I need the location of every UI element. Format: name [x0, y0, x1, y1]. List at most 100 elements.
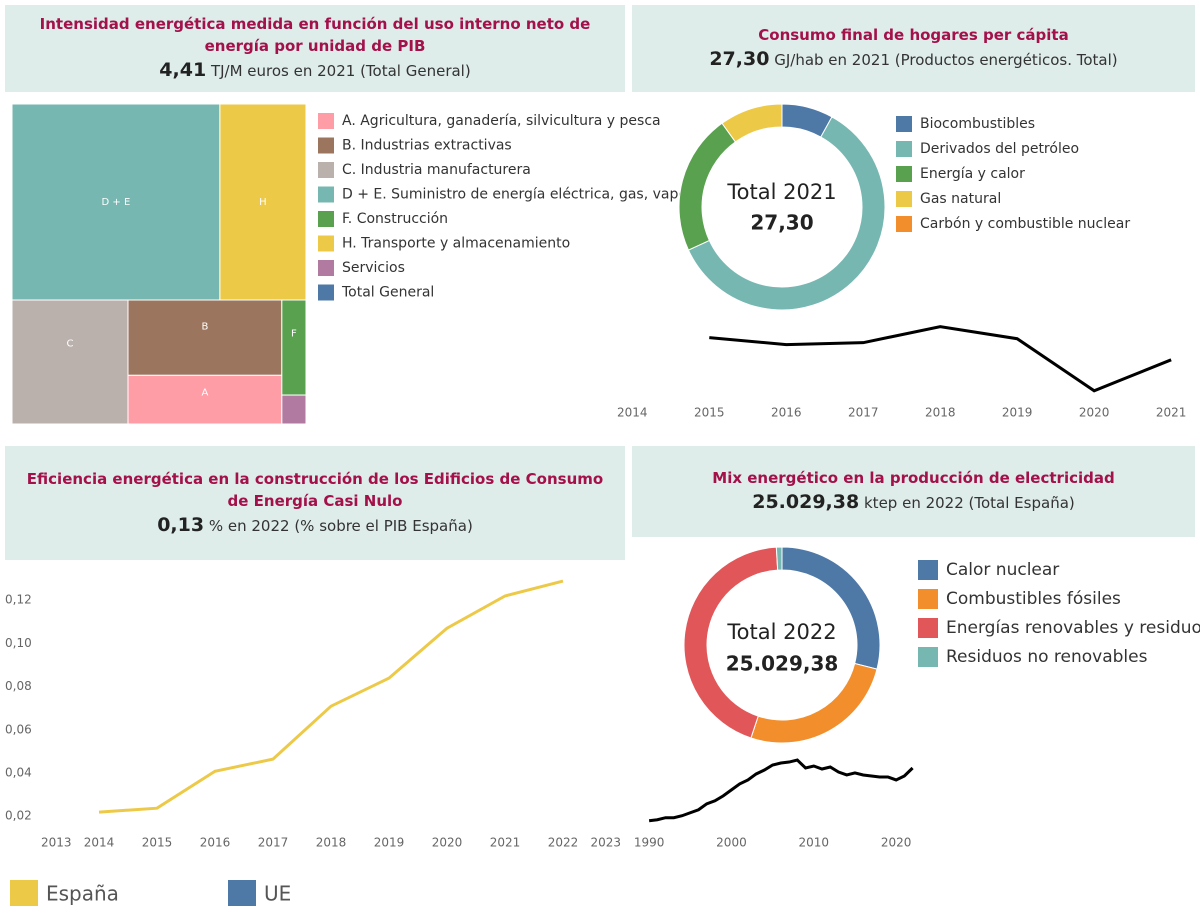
- center-value: 27,30: [750, 211, 813, 235]
- kpi-value: 0,13: [157, 513, 205, 536]
- kpi-line: 0,13 % en 2022 (% sobre el PIB España): [157, 512, 473, 539]
- legend-label: Energía y calor: [920, 166, 1025, 182]
- cell-label: B: [201, 321, 208, 332]
- panel-header: Eficiencia energética en la construcción…: [5, 446, 625, 560]
- x-tick-label: 2018: [316, 836, 347, 850]
- legend-swatch: [318, 235, 334, 252]
- legend-label: Total General: [341, 285, 434, 301]
- legend-swatch: [318, 113, 334, 129]
- donut-segment: [775, 546, 783, 571]
- legend-swatch: [896, 166, 912, 182]
- legend-swatch: [896, 116, 912, 132]
- x-tick-label: 2019: [1002, 406, 1033, 420]
- treemap-cell: [11, 103, 221, 301]
- legend-label: Residuos no renovables: [946, 647, 1148, 667]
- legend-swatch: [918, 589, 938, 609]
- legend-swatch: [318, 211, 334, 227]
- panel-header: Consumo final de hogares per cápita 27,3…: [632, 5, 1195, 92]
- legend-swatch: [318, 162, 334, 178]
- treemap-cell: [127, 299, 283, 376]
- legend-label: Calor nuclear: [946, 560, 1059, 580]
- x-tick-label: 2022: [548, 836, 579, 850]
- legend-label: Servicios: [342, 260, 405, 276]
- legend-label: D + E. Suministro de energía eléctrica, …: [342, 187, 693, 203]
- legend-label: Carbón y combustible nuclear: [920, 216, 1130, 232]
- panel-title: Eficiencia energética en la construcción…: [26, 469, 604, 510]
- x-tick-label: 2013: [41, 836, 72, 850]
- treemap-cell: [281, 299, 307, 396]
- kpi-text: ktep en 2022 (Total España): [864, 494, 1075, 512]
- legend-label: C. Industria manufacturera: [342, 162, 531, 178]
- legend-label: Biocombustibles: [920, 116, 1035, 132]
- panel-title: Consumo final de hogares per cápita: [758, 26, 1069, 44]
- legend-label: Energías renovables y residuos: [946, 618, 1200, 638]
- trend-line: [648, 758, 914, 823]
- y-tick-label: 0,12: [5, 593, 32, 607]
- x-tick-label: 2016: [200, 836, 231, 850]
- panel-title: Mix energético en la producción de elect…: [712, 469, 1115, 487]
- legend-swatch: [318, 284, 334, 301]
- x-tick-label: 2014: [617, 406, 648, 420]
- treemap-cell: [281, 394, 307, 425]
- legend-swatch: [896, 216, 912, 232]
- donut-segment: [721, 103, 783, 143]
- legend-swatch: [918, 560, 938, 580]
- legend-swatch: [918, 647, 938, 667]
- x-tick-label: 2018: [925, 406, 956, 420]
- legend-label: España: [46, 882, 119, 906]
- legend-swatch: [896, 191, 912, 207]
- y-tick-label: 0,02: [5, 809, 32, 823]
- y-tick-label: 0,08: [5, 679, 32, 693]
- legend-label: B. Industrias extractivas: [342, 138, 512, 154]
- legend-label: F. Construcción: [342, 211, 448, 227]
- kpi-value: 25.029,38: [752, 491, 860, 513]
- y-tick-label: 0,10: [5, 636, 32, 650]
- legend-swatch: [10, 880, 38, 906]
- cell-label: A: [201, 387, 208, 398]
- x-tick-label: 2023: [590, 836, 621, 850]
- kpi-value: 27,30: [709, 48, 770, 70]
- x-tick-label: 2010: [799, 836, 830, 850]
- trend-line: [709, 325, 1172, 393]
- kpi-line: 27,30 GJ/hab en 2021 (Productos energéti…: [709, 46, 1117, 73]
- x-tick-label: 2021: [490, 836, 521, 850]
- legend-swatch: [896, 141, 912, 157]
- legend-label: H. Transporte y almacenamiento: [342, 236, 570, 252]
- cell-label: F: [291, 328, 297, 339]
- legend-label: Gas natural: [920, 191, 1001, 207]
- x-tick-label: 2017: [258, 836, 289, 850]
- x-tick-label: 2020: [1079, 406, 1110, 420]
- x-tick-label: 2020: [881, 836, 912, 850]
- cell-label: D + E: [102, 197, 131, 208]
- legend-swatch: [228, 880, 256, 906]
- kpi-line: 25.029,38 ktep en 2022 (Total España): [752, 489, 1075, 516]
- x-tick-label: 2019: [374, 836, 405, 850]
- legend-label: Derivados del petróleo: [920, 141, 1079, 157]
- center-value: 25.029,38: [726, 652, 839, 676]
- x-tick-label: 2017: [848, 406, 879, 420]
- donut-segment: [687, 116, 886, 311]
- kpi-value: 4,41: [159, 59, 207, 81]
- panel-title: Intensidad energética medida en función …: [39, 15, 591, 55]
- panel-header: Intensidad energética medida en función …: [5, 5, 625, 92]
- x-tick-label: 2016: [771, 406, 802, 420]
- center-label: Total 2021: [726, 180, 836, 204]
- kpi-line: 4,41 TJ/M euros en 2021 (Total General): [159, 57, 470, 84]
- x-tick-label: 2021: [1156, 406, 1187, 420]
- center-label: Total 2022: [726, 620, 836, 644]
- y-tick-label: 0,06: [5, 722, 32, 736]
- cell-label: H: [259, 197, 267, 208]
- legend-label: A. Agricultura, ganadería, silvicultura …: [342, 113, 661, 129]
- legend-swatch: [318, 186, 334, 203]
- series-line: [98, 579, 564, 814]
- cell-label: C: [67, 338, 74, 349]
- legend-swatch: [318, 137, 334, 154]
- x-tick-label: 2000: [716, 836, 747, 850]
- treemap-cell: [127, 374, 283, 425]
- x-tick-label: 2014: [84, 836, 115, 850]
- kpi-text: GJ/hab en 2021 (Productos energéticos. T…: [774, 51, 1118, 69]
- x-tick-label: 2020: [432, 836, 463, 850]
- panel-header: Mix energético en la producción de elect…: [632, 446, 1195, 537]
